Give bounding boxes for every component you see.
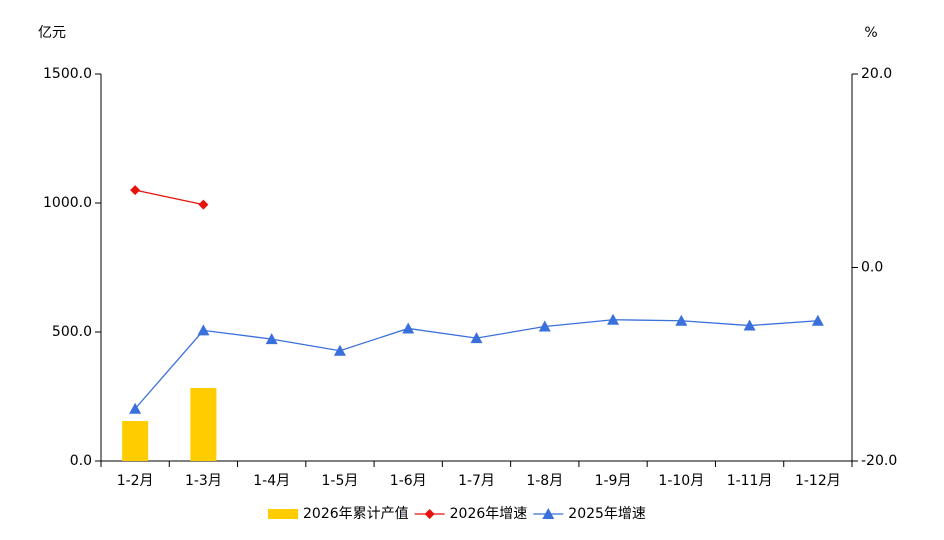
- point: [265, 333, 278, 345]
- x-tick-label: 1-3月: [185, 473, 222, 489]
- point: [130, 185, 141, 196]
- legend-label: 2025年增速: [568, 506, 646, 522]
- x-tick-label: 1-8月: [526, 473, 563, 489]
- bar: [122, 421, 149, 461]
- y2-axis-title: %: [864, 25, 877, 41]
- point: [743, 319, 756, 331]
- point: [402, 322, 415, 334]
- point: [197, 324, 210, 336]
- x-tick-label: 1-4月: [253, 473, 290, 489]
- y-tick-label: 1000.0: [43, 195, 92, 211]
- point: [198, 199, 209, 210]
- y2-tick-label: 20.0: [861, 66, 892, 82]
- x-tick-label: 1-2月: [117, 473, 154, 489]
- point: [675, 314, 688, 326]
- legend-label: 2026年增速: [450, 506, 528, 522]
- x-tick-label: 1-5月: [322, 473, 359, 489]
- x-tick-label: 1-6月: [390, 473, 427, 489]
- legend-swatch: [268, 509, 298, 519]
- y2-tick-label: 0.0: [861, 260, 883, 276]
- x-tick-label: 1-12月: [795, 473, 841, 489]
- legend-label: 2026年累计产值: [303, 506, 409, 522]
- point: [129, 402, 142, 414]
- x-tick-label: 1-11月: [727, 473, 773, 489]
- point: [333, 344, 346, 356]
- bar: [190, 387, 217, 461]
- legend-marker: [542, 508, 555, 519]
- y-tick-label: 500.0: [52, 324, 92, 340]
- point: [470, 332, 483, 344]
- x-tick-label: 1-9月: [595, 473, 632, 489]
- point: [811, 314, 824, 326]
- x-tick-label: 1-10月: [658, 473, 704, 489]
- y2-tick-label: -20.0: [861, 453, 897, 469]
- legend-marker: [424, 509, 435, 519]
- point: [607, 313, 620, 325]
- x-tick-label: 1-7月: [458, 473, 495, 489]
- y-tick-label: 0.0: [70, 453, 92, 469]
- y-axis-title: 亿元: [38, 25, 66, 41]
- line: [135, 189, 204, 206]
- point: [538, 320, 551, 332]
- y-tick-label: 1500.0: [43, 66, 92, 82]
